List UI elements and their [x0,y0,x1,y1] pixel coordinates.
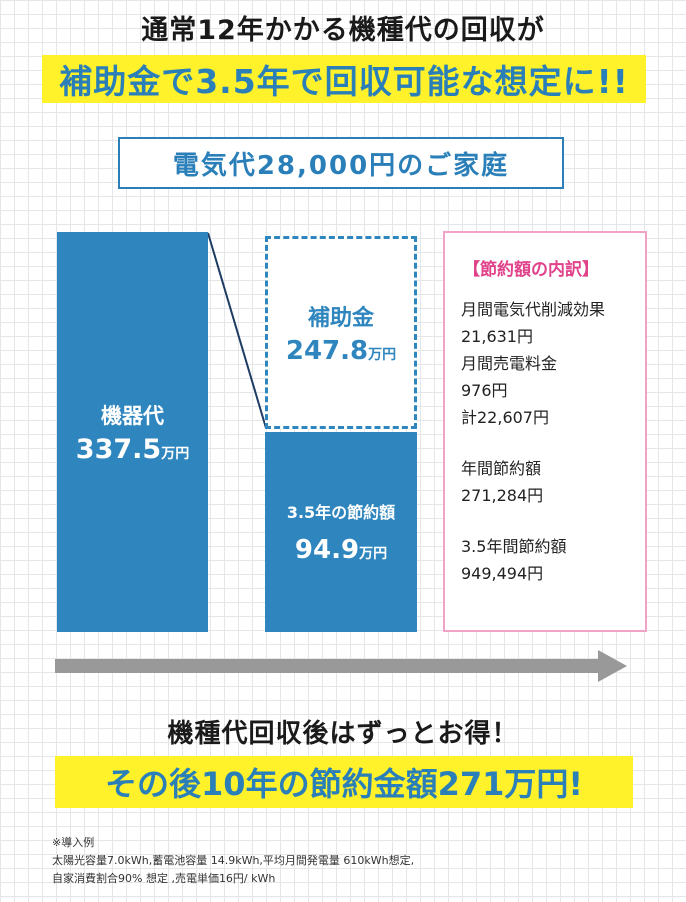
monthly-sales-value: 976円 [461,381,508,400]
bottom-highlight-band: その後10年の節約金額271万円! [55,756,633,808]
subsidy-value-row: 247.8万円 [286,336,396,366]
annual-value: 271,284円 [461,486,544,505]
saving-value: 94.9 [294,535,360,565]
monthly-total: 計22,607円 [461,408,549,427]
period-label: 3.5年間節約額 [461,537,567,556]
monthly-reduction-value: 21,631円 [461,327,533,346]
device-cost-title: 機器代 [101,403,164,428]
saving-unit: 万円 [359,546,388,562]
footnote-line1: 太陽光容量7.0kWh,蓄電池容量 14.9kWh,平均月間発電量 610kWh… [52,854,415,867]
footnote-title: ※導入例 [52,836,95,849]
device-cost-unit: 万円 [161,445,190,462]
bottom-headline-line2: その後10年の節約金額271万円! [105,765,583,803]
subsidy-unit: 万円 [368,346,397,363]
headline-line1: 通常12年かかる機種代の回収が [141,15,545,46]
monthly-sales-label: 月間売電料金 [461,354,558,373]
footnote-line2: 自家消費割合90% 想定 ,売電単価16円/ kWh [52,872,276,885]
annual-label: 年間節約額 [461,459,542,478]
bottom-headline-line1: 機種代回収後はずっとお得！ [167,719,519,749]
saving-value-row: 94.9万円 [295,535,387,565]
subsidy-title: 補助金 [307,305,374,331]
device-cost-value-row: 337.5万円 [76,434,189,465]
period-value: 949,494円 [461,564,544,583]
savings-breakdown-panel: 【節約額の内訳】 月間電気代削減効果 21,631円 月間売電料金 976円 計… [443,231,647,632]
footnote: ※導入例 太陽光容量7.0kWh,蓄電池容量 14.9kWh,平均月間発電量 6… [52,834,652,888]
device-cost-value: 337.5 [75,433,162,465]
headline-line2: 補助金で3.5年で回収可能な想定に!! [59,62,629,101]
headline-highlight-band: 補助金で3.5年で回収可能な想定に!! [42,55,646,103]
household-label: 電気代28,000円のご家庭 [118,137,564,189]
monthly-reduction-label: 月間電気代削減効果 [461,300,606,319]
subsidy-box: 補助金 247.8万円 [265,236,417,429]
right-arrow-icon [55,650,627,682]
breakdown-title: 【節約額の内訳】 [463,260,599,280]
subsidy-value: 247.8 [285,335,369,366]
device-cost-bar: 機器代 337.5万円 [57,232,208,632]
saving-bar: 3.5年の節約額 94.9万円 [265,432,417,632]
saving-title: 3.5年の節約額 [286,503,396,522]
